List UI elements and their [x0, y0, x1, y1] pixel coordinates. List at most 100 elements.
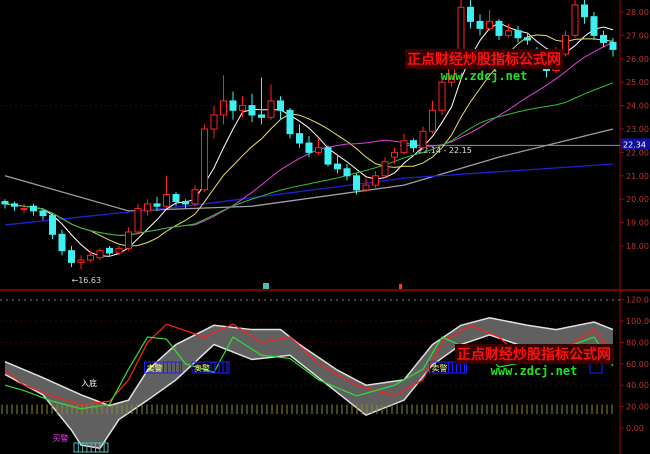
candle: [362, 178, 370, 193]
candle-body: [68, 250, 75, 263]
candle-body: [20, 208, 28, 211]
candle-body: [438, 81, 446, 111]
candle-body: [486, 20, 493, 29]
candle: [134, 203, 142, 235]
candle: [153, 196, 161, 211]
candle-body: [343, 168, 351, 177]
candle-body: [220, 100, 227, 116]
candle-body: [134, 208, 142, 233]
current-price-label: 22.34: [623, 140, 646, 149]
candle-body: [495, 20, 503, 36]
candle-body: [182, 201, 189, 205]
y-tick-label: 25.00: [626, 78, 649, 87]
candle: [562, 30, 569, 57]
candle: [277, 96, 284, 120]
candle: [514, 26, 522, 43]
range-label: 22.14 - 22.15: [418, 146, 472, 155]
candle: [410, 138, 417, 153]
candle-body: [172, 194, 180, 203]
candle: [77, 255, 85, 270]
candle: [68, 246, 75, 268]
candle-body: [163, 194, 170, 207]
candle-body: [229, 100, 237, 111]
candle-body: [362, 184, 370, 191]
candle-body: [609, 41, 617, 50]
candle-body: [334, 163, 341, 170]
y-tick-label: 0.00: [626, 424, 644, 433]
candle: [229, 91, 237, 120]
candle-body: [524, 37, 531, 41]
candle: [372, 171, 379, 188]
candle: [11, 201, 18, 211]
candle-body: [191, 189, 199, 205]
candle: [220, 75, 227, 125]
candle-body: [49, 215, 56, 235]
candle: [315, 138, 322, 155]
y-tick-label: 23.00: [626, 125, 649, 134]
candle-body: [296, 133, 303, 144]
candle: [381, 157, 389, 179]
candle-body: [115, 247, 123, 254]
candle-body: [324, 147, 332, 165]
buy-signal-label: 买警: [53, 433, 69, 443]
y-tick-label: 60.00: [626, 360, 649, 369]
candle: [505, 23, 512, 38]
candle-body: [258, 114, 265, 118]
candle-body: [106, 247, 113, 254]
candle-body: [58, 233, 66, 252]
candle: [163, 175, 170, 209]
band-upper-line: [4, 317, 614, 407]
y-tick-label: 26.00: [626, 55, 649, 64]
candle: [353, 173, 360, 195]
candle: [324, 145, 332, 167]
candle: [419, 126, 427, 151]
candle-body: [305, 142, 313, 153]
candle: [334, 154, 341, 174]
watermark-text: 正点财经炒股指标公式网: [455, 344, 613, 364]
candle-body: [391, 151, 398, 158]
indicator-band: [5, 317, 613, 449]
candle: [49, 213, 56, 239]
low-price-label: ←16.63: [72, 276, 102, 285]
candle-body: [210, 114, 218, 130]
watermark-text: 正点财经炒股指标公式网: [405, 49, 563, 69]
event-marker: [399, 284, 402, 289]
sell-signal: 卖警: [191, 361, 230, 374]
candle: [495, 19, 503, 41]
candle-body: [96, 250, 104, 259]
y-tick-label: 40.00: [626, 381, 649, 390]
y-tick-label: 20.00: [626, 403, 649, 412]
candle-body: [372, 175, 379, 186]
long-ma-line: [4, 163, 614, 226]
candle: [210, 105, 218, 139]
candle-body: [39, 210, 47, 217]
y-tick-label: 24.00: [626, 102, 649, 111]
candle-body: [248, 105, 256, 116]
candle: [267, 84, 275, 120]
candle-body: [562, 34, 569, 55]
candle: [30, 203, 37, 216]
candle-body: [571, 4, 579, 36]
candle: [1, 199, 9, 209]
candle-body: [419, 130, 427, 149]
candle-body: [581, 4, 588, 18]
candle-body: [11, 203, 18, 207]
y-tick-label: 100.00: [626, 317, 650, 326]
candle-body: [400, 140, 408, 153]
sell-signal: 卖警: [144, 361, 182, 374]
candle: [96, 248, 104, 261]
candle: [201, 124, 208, 193]
y-tick-label: 120.0: [626, 296, 649, 305]
indicator-line: [4, 336, 614, 410]
candle: [239, 96, 246, 118]
candle: [286, 107, 294, 139]
watermark-url: www.zdcj.net: [440, 69, 528, 83]
candle-body: [201, 128, 208, 191]
candle: [144, 199, 151, 216]
candle: [296, 124, 303, 148]
y-tick-label: 80.00: [626, 338, 649, 347]
candle: [571, 0, 579, 38]
candle: [486, 9, 493, 31]
candle: [258, 77, 265, 125]
